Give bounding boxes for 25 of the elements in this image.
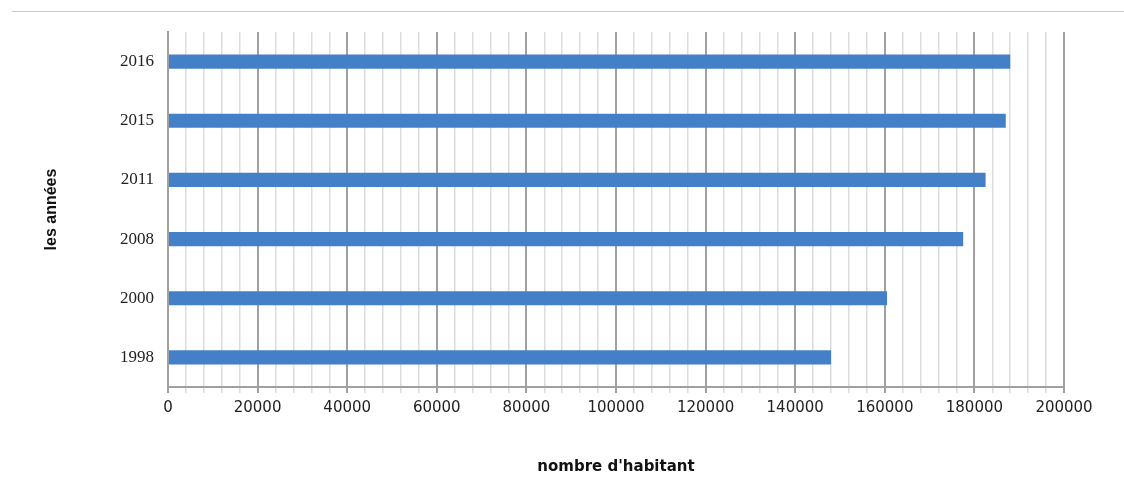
y-tick-label: 2000	[120, 287, 154, 307]
x-tick-label: 180000	[945, 397, 1004, 416]
y-tick-label: 2008	[120, 228, 154, 248]
y-tick-label: 1998	[120, 346, 154, 366]
x-tick-label: 0	[163, 397, 173, 416]
bar	[169, 350, 832, 365]
x-axis-title: nombre d'habitant	[537, 456, 695, 475]
bar	[169, 113, 1006, 128]
x-tick-label: 140000	[766, 397, 824, 416]
x-tick-label: 120000	[676, 397, 735, 416]
y-tick-label: 2016	[120, 51, 154, 71]
x-tick-label: 160000	[856, 397, 914, 416]
bar	[169, 291, 888, 306]
y-tick-label: 2015	[120, 110, 154, 130]
bar	[169, 54, 1011, 69]
x-tick-label: 20000	[233, 397, 282, 416]
x-tick-label: 200000	[1035, 397, 1093, 416]
bar	[169, 231, 964, 247]
y-axis-title: les années	[42, 168, 60, 251]
x-tick-label: 40000	[323, 397, 372, 416]
y-tick-label: 2011	[120, 169, 154, 189]
x-tick-label: 100000	[587, 397, 645, 416]
x-tick-label: 60000	[412, 397, 461, 416]
bar	[169, 172, 986, 188]
x-tick-label: 80000	[502, 397, 551, 416]
